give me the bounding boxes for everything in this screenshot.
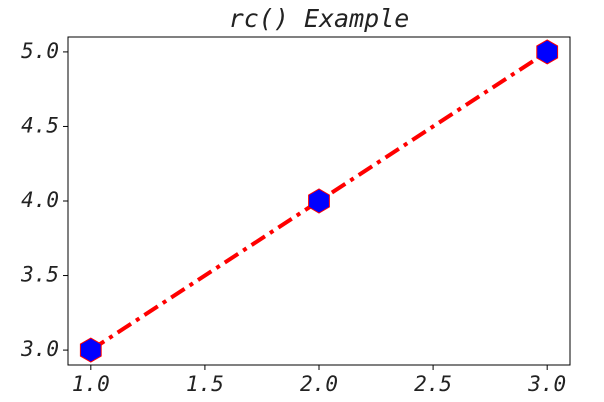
marker xyxy=(79,337,102,363)
x-tick-label: 2.0 xyxy=(300,372,338,396)
y-tick-label: 4.0 xyxy=(21,188,59,212)
x-tick-label: 2.5 xyxy=(414,372,452,396)
x-tick-label: 1.0 xyxy=(72,372,110,396)
y-tick-label: 4.5 xyxy=(21,113,59,137)
x-tick-label: 1.5 xyxy=(186,372,224,396)
chart-title: rc() Example xyxy=(229,4,410,33)
marker xyxy=(308,188,330,214)
line xyxy=(89,50,549,352)
x-tick-label: 3.0 xyxy=(527,372,566,396)
y-tick-label: 3.0 xyxy=(20,337,59,361)
y-tick-label: 3.5 xyxy=(20,263,59,287)
y-tick-label: 5.0 xyxy=(21,39,59,63)
marker xyxy=(536,39,559,65)
